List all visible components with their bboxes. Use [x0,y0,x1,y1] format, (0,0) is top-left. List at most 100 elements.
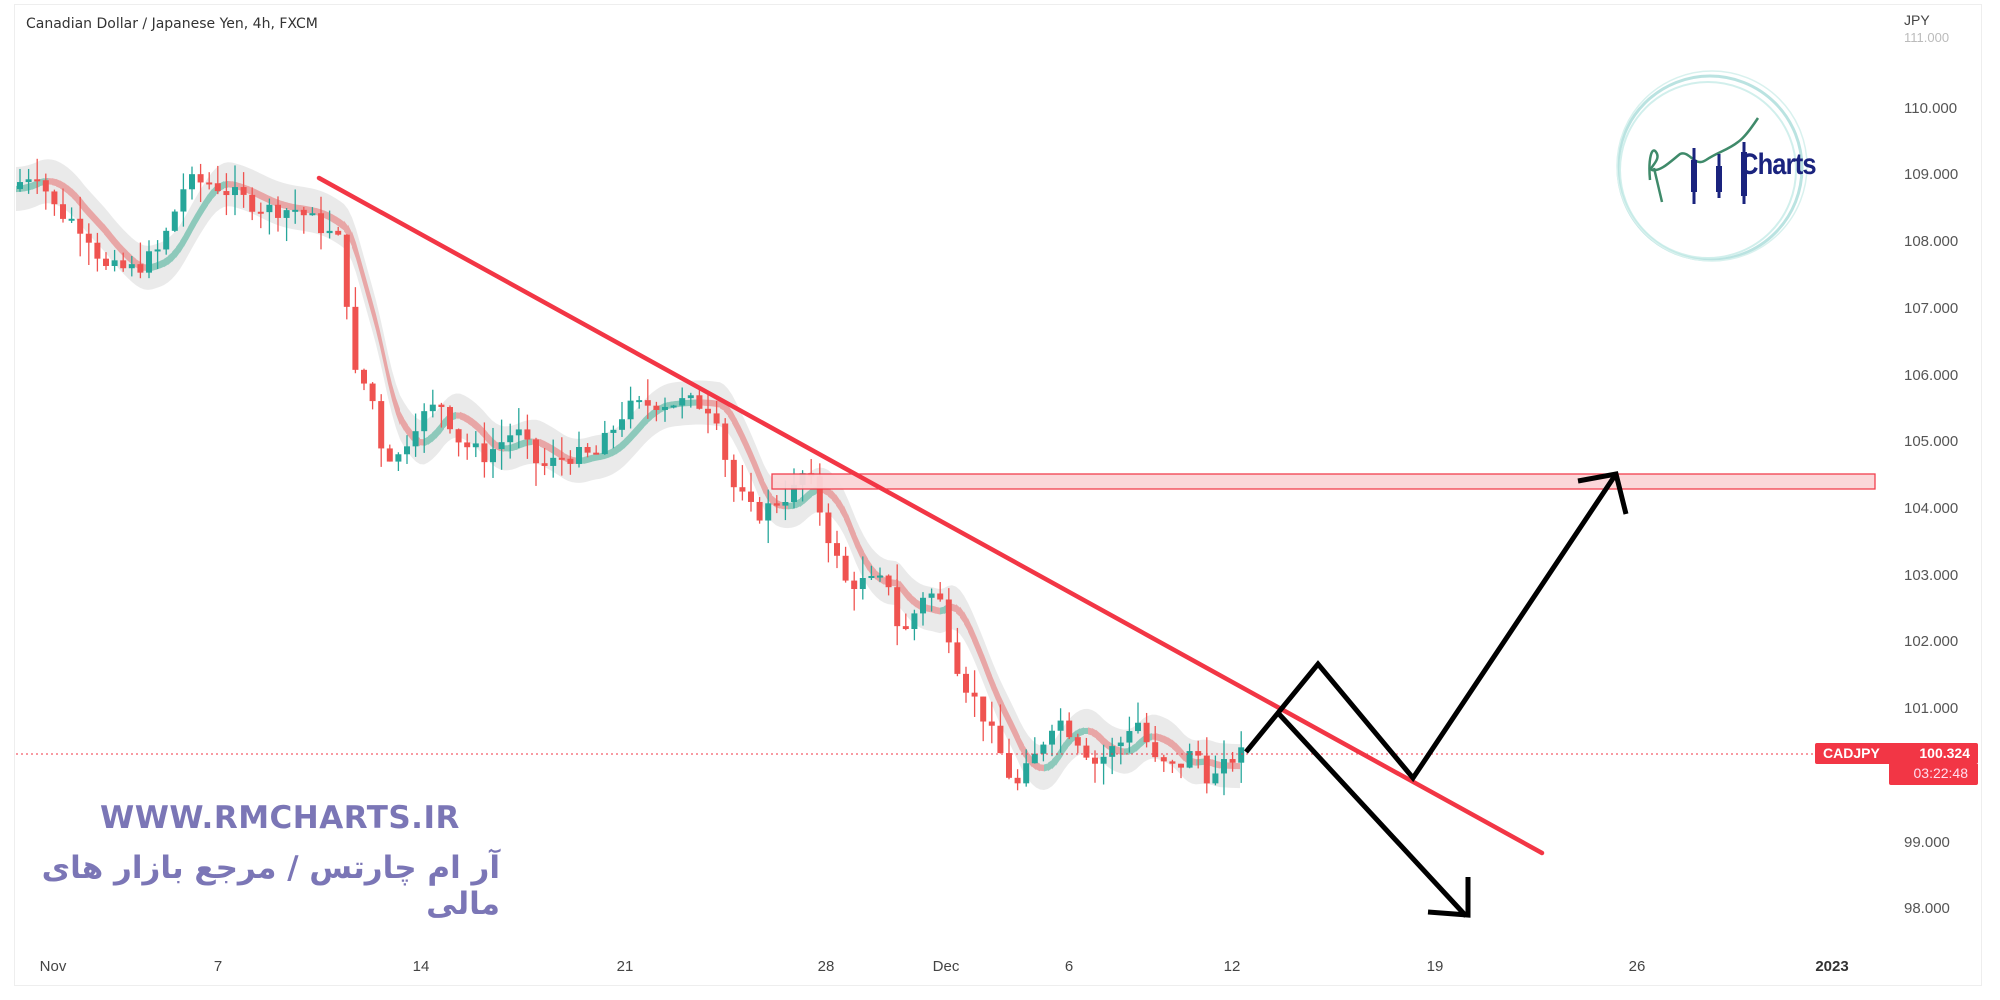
ma-ribbon-segment [332,214,336,225]
candle-body [404,446,410,455]
candle-body [679,398,686,406]
ma-ribbon-segment [472,417,476,430]
candle-body [730,459,737,488]
candle-body [1092,757,1098,764]
candle-body [842,555,849,581]
candle-body [60,204,66,219]
candle-body [25,179,32,183]
price-tick: 111.000 [1904,30,1950,45]
candle-body [997,725,1004,754]
ma-ribbon-segment [392,384,396,415]
ma-ribbon-segment [564,453,568,463]
ma-ribbon-segment [204,194,208,212]
price-tick: 102.000 [1904,633,1959,650]
candle-body [928,593,935,598]
watermark-url: WWW.RMCHARTS.IR [100,800,460,836]
candle-body [816,476,823,513]
ma-ribbon-segment [1052,755,1056,770]
ma-ribbon-segment [108,228,112,244]
ma-ribbon-segment [624,435,628,449]
candle-body [378,401,385,449]
candle-body [1186,751,1193,768]
time-tick: 2023 [1815,958,1849,975]
ma-ribbon-segment [760,470,764,495]
watermark-tagline: آر ام چارتس / مرجع بازار های مالی [41,850,500,922]
ma-ribbon-segment [916,598,920,610]
candle-body [1143,722,1150,743]
ma-ribbon-segment [400,411,404,431]
time-tick: 7 [213,958,223,975]
time-tick: 19 [1426,958,1444,975]
candle-body [464,442,471,448]
ma-ribbon-segment [832,490,836,505]
candle-body [687,395,694,399]
ma-ribbon-segment [1228,762,1232,769]
ma-ribbon-segment [520,439,524,449]
candle-body [1238,747,1245,763]
price-tick: 101.000 [1904,700,1959,717]
candle-body [739,487,746,492]
ma-ribbon-segment [1088,727,1092,736]
ma-ribbon-segment [640,417,644,432]
ma-ribbon-segment [540,438,544,449]
resistance-zone [771,473,1876,490]
ma-ribbon-segment [348,224,352,247]
ma-ribbon-segment [456,412,460,419]
candle-body [249,194,256,212]
candle-body [713,413,720,424]
ma-ribbon-segment [272,197,276,207]
candle-body [1152,742,1159,758]
candle-body [963,673,969,693]
ma-ribbon-segment [712,399,716,407]
candle-body [1212,773,1219,784]
candle-body [223,191,230,196]
ma-ribbon-segment [856,534,860,558]
ma-ribbon-segment [284,201,288,210]
ma-ribbon-segment [972,626,976,651]
ma-ribbon-segment [1004,703,1008,726]
candle-body [971,692,978,697]
ma-ribbon-segment [184,227,188,247]
ma-ribbon-segment [256,189,260,200]
ma-ribbon-segment [32,180,36,190]
time-axis[interactable]: Nov 7 14 21 28 Dec 6 12 19 26 2023 [14,950,1880,984]
candle-body [550,457,557,466]
ma-ribbon-segment [1044,763,1048,772]
candle-body [988,721,995,726]
candle-body [429,404,436,412]
ma-ribbon-segment [336,216,340,228]
candle-body [670,405,677,408]
ma-ribbon-segment [288,202,292,211]
candle-body [120,260,127,269]
ma-ribbon-segment [1104,737,1108,750]
ma-ribbon-segment [252,187,256,198]
ma-ribbon-segment [828,487,832,500]
ma-ribbon-segment [424,436,428,447]
ma-ribbon-segment [48,178,52,185]
candle-body [103,258,109,266]
ma-ribbon-segment [200,200,204,219]
price-axis[interactable]: JPY 111.000 110.000 109.000 108.000 107.… [1880,0,1982,986]
ma-ribbon-segment [988,665,992,691]
ma-ribbon-segment [556,447,560,459]
candle-body [705,408,711,414]
last-price-value: 100.324 [1919,745,1970,761]
ma-ribbon-segment [996,685,1000,709]
ma-ribbon-segment [88,206,92,221]
ma-ribbon-segment [940,606,944,615]
candle-body [34,179,41,182]
ma-ribbon-segment [864,551,868,571]
ma-ribbon-segment [460,411,464,422]
candle-body [1006,753,1012,778]
candle-body [421,411,428,432]
ma-ribbon-segment [52,178,56,187]
ma-ribbon-segment [404,418,408,437]
ma-ribbon-segment [160,259,164,269]
ma-ribbon-segment [96,215,100,230]
candle-body [257,211,264,214]
candle-body [584,447,591,453]
bar-countdown-value: 03:22:48 [1913,765,1969,781]
ma-ribbon-segment [1084,727,1088,735]
ma-ribbon-segment [68,185,72,198]
